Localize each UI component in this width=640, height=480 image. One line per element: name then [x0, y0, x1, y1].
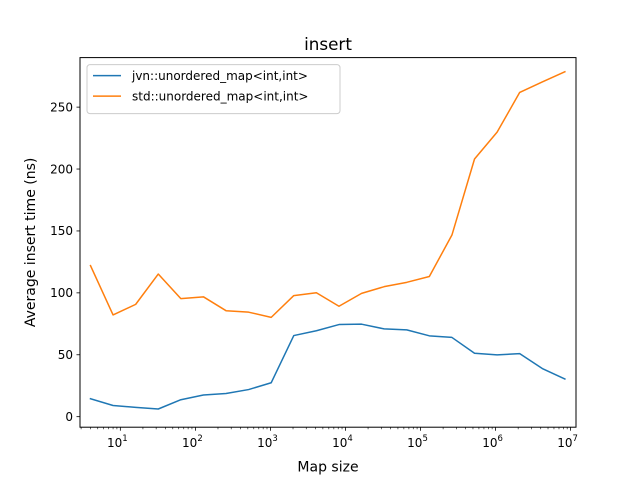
x-tick-label: 104	[332, 434, 353, 450]
x-tick-label: 101	[107, 434, 128, 450]
x-tick-label-exponent: 2	[197, 434, 202, 444]
legend-label-2: std::unordered_map<int,int>	[132, 90, 308, 104]
y-tick-label: 50	[58, 348, 73, 362]
series-layer	[89, 70, 566, 410]
x-tick-label-exponent: 7	[573, 434, 578, 444]
x-tick-label-exponent: 1	[122, 434, 127, 444]
x-tick-label: 102	[182, 434, 203, 450]
x-tick-label-base: 10	[107, 436, 122, 450]
x-tick-label: 106	[482, 434, 503, 450]
x-axis-label: Map size	[297, 460, 358, 476]
x-tick-label-exponent: 4	[347, 434, 352, 444]
x-tick-label-base: 10	[482, 436, 497, 450]
x-tick-label-exponent: 3	[272, 434, 277, 444]
x-tick-label-base: 10	[332, 436, 347, 450]
x-tick-label: 105	[407, 434, 428, 450]
x-tick-label-base: 10	[557, 436, 572, 450]
y-tick-label: 0	[65, 410, 73, 424]
x-tick-label-base: 10	[257, 436, 272, 450]
series-line-2	[89, 70, 566, 319]
legend-label-1: jvn::unordered_map<int,int>	[131, 69, 308, 83]
y-tick-label: 250	[50, 100, 73, 114]
legend-box	[86, 64, 341, 115]
y-tick-label: 100	[50, 286, 73, 300]
x-axis: 101 102 103 104 105 106 107	[80, 427, 578, 450]
y-tick-label: 200	[50, 162, 73, 176]
x-tick-label: 103	[257, 434, 278, 450]
chart-title: insert	[304, 34, 352, 54]
legend: jvn::unordered_map<int,int>std::unordere…	[86, 64, 341, 115]
plot-frame	[79, 57, 577, 428]
y-axis: 0 50 100 150 200 250	[50, 100, 80, 424]
x-tick-label-exponent: 5	[422, 434, 427, 444]
x-tick-label-base: 10	[407, 436, 422, 450]
series-line-1	[89, 323, 566, 410]
plot-area	[80, 57, 576, 428]
x-tick-label-exponent: 6	[497, 434, 502, 444]
y-axis-label: Average insert time (ns)	[23, 158, 39, 327]
x-tick-label-base: 10	[182, 436, 197, 450]
y-tick-label: 150	[50, 224, 73, 238]
x-tick-label: 107	[557, 434, 578, 450]
